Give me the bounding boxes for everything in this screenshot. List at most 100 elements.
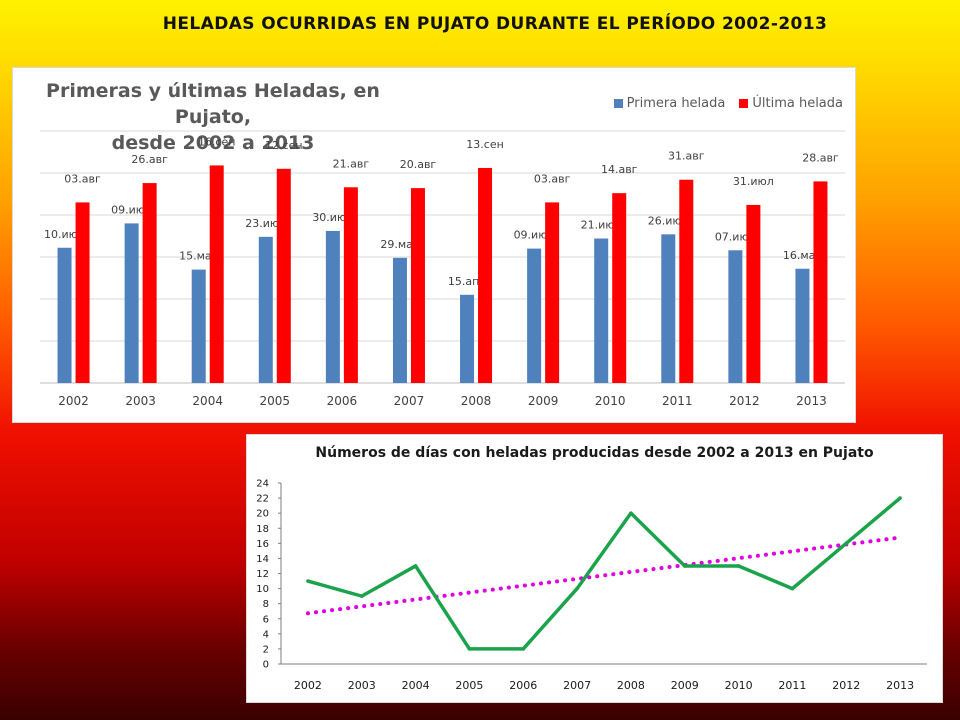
bar-ultima-helada [410,188,425,383]
data-label: 07.июн [715,230,756,243]
data-label: 31.июл [733,175,774,188]
x-tick-label: 2010 [595,394,626,408]
bar-ultima-helada [75,202,90,383]
x-tick-label: 2006 [327,394,358,408]
x-tick-label: 2002 [294,679,322,692]
data-point [844,541,849,546]
y-tick-label: 10 [256,584,269,595]
frost-dates-chart-panel: Primeras y últimas Heladas, en Pujato, d… [12,67,856,423]
x-tick-label: 2009 [671,679,699,692]
bar-ultima-helada [545,202,560,383]
x-tick-label: 2011 [662,394,693,408]
data-label: 21.авг [333,157,370,170]
bar-ultima-helada [142,183,157,383]
x-tick-label: 2004 [402,679,430,692]
y-tick-label: 0 [263,660,269,671]
bar-ultima-helada [612,193,627,383]
x-tick-label: 2007 [394,394,425,408]
x-tick-label: 2005 [455,679,483,692]
x-tick-label: 2009 [528,394,559,408]
y-tick-label: 8 [263,599,269,610]
data-label: 20.авг [400,158,437,171]
legend-label-primera: Primera helada [626,96,726,111]
bar-primera-helada [191,269,206,383]
x-tick-label: 2010 [725,679,753,692]
data-label: 28.авг [802,151,839,164]
data-point [521,647,526,651]
y-tick-label: 14 [256,554,269,565]
data-label: 10.июн [44,228,85,241]
bar-primera-helada [795,268,810,383]
linear-trendline [305,535,903,616]
bar-primera-helada [661,234,676,383]
x-tick-label: 2012 [832,679,860,692]
bar-ultima-helada [679,179,694,383]
legend-label-ultima: Última helada [752,96,843,111]
x-tick-label: 2013 [796,394,827,408]
legend-item-primera: Primera helada [613,96,726,111]
x-tick-label: 2003 [125,394,156,408]
slide-title: HELADAS OCURRIDAS EN PUJATO DURANTE EL P… [162,14,828,34]
data-point [467,647,472,651]
x-tick-label: 2005 [260,394,291,408]
data-point [682,564,687,568]
data-point [629,511,633,515]
bar-ultima-helada [478,167,493,383]
data-point [575,586,579,591]
bar-primera-helada [527,248,542,383]
x-tick-label: 2007 [563,679,591,692]
x-tick-label: 2003 [348,679,376,692]
y-tick-label: 16 [256,539,269,550]
x-tick-label: 2006 [509,679,537,692]
data-point [306,579,310,583]
bar-primera-helada [57,247,72,383]
y-tick-label: 4 [263,629,269,640]
data-point [736,564,741,568]
x-tick-label: 2002 [58,394,89,408]
bar-primera-helada [124,223,139,383]
legend-item-ultima: Última helada [739,96,843,111]
x-tick-label: 2008 [461,394,492,408]
chart-legend: Primera helada Última helada [613,96,843,111]
frost-days-chart-panel: Números de días con heladas producidas d… [246,434,943,703]
data-label: 15.апр [448,275,486,288]
data-label: 16.мая [783,249,822,262]
x-tick-label: 2008 [617,679,645,692]
data-point [413,564,418,568]
x-tick-label: 2004 [192,394,223,408]
data-label: 23.июн [245,217,286,230]
bar-ultima-helada [343,187,358,383]
bar-primera-helada [392,257,407,383]
data-label: 03.авг [534,172,571,185]
bar-ultima-helada [813,181,828,383]
bar-ultima-helada [746,204,761,383]
y-tick-label: 6 [263,614,269,625]
bar-primera-helada [594,238,609,383]
bar-primera-helada [728,250,743,383]
y-tick-label: 12 [256,569,269,580]
bar-primera-helada [460,294,475,383]
legend-swatch-primera [613,99,623,108]
x-tick-label: 2013 [886,679,914,692]
data-label: 21.июн [581,219,622,232]
bar-ultima-helada [209,165,224,383]
x-tick-label: 2011 [778,679,806,692]
series-line-dias-con-heladas [307,496,902,651]
data-label: 12.сен [265,139,303,152]
data-label: 14.авг [601,163,638,176]
data-label: 09.июн [514,229,555,242]
bar-primera-helada [325,230,340,383]
legend-swatch-ultima [739,99,749,108]
y-tick-label: 24 [256,479,269,490]
bar-chart-plot: 10.июн 03.авг 2002 09.июл 26.авг 2003 15.мая 16… [40,130,845,408]
x-tick-label: 2012 [729,394,760,408]
chart-title-line-2: desde 2002 a 2013 [111,132,315,154]
data-point [898,496,902,500]
data-label: 09.июл [111,203,152,216]
chart-title-line-1: Primeras y últimas Heladas, en Pujato, [46,80,380,128]
y-tick-label: 18 [256,524,269,535]
data-label: 13.сен [466,138,504,151]
data-label: 26.авг [131,153,168,166]
line-chart-title: Números de días con heladas producidas d… [315,445,874,461]
